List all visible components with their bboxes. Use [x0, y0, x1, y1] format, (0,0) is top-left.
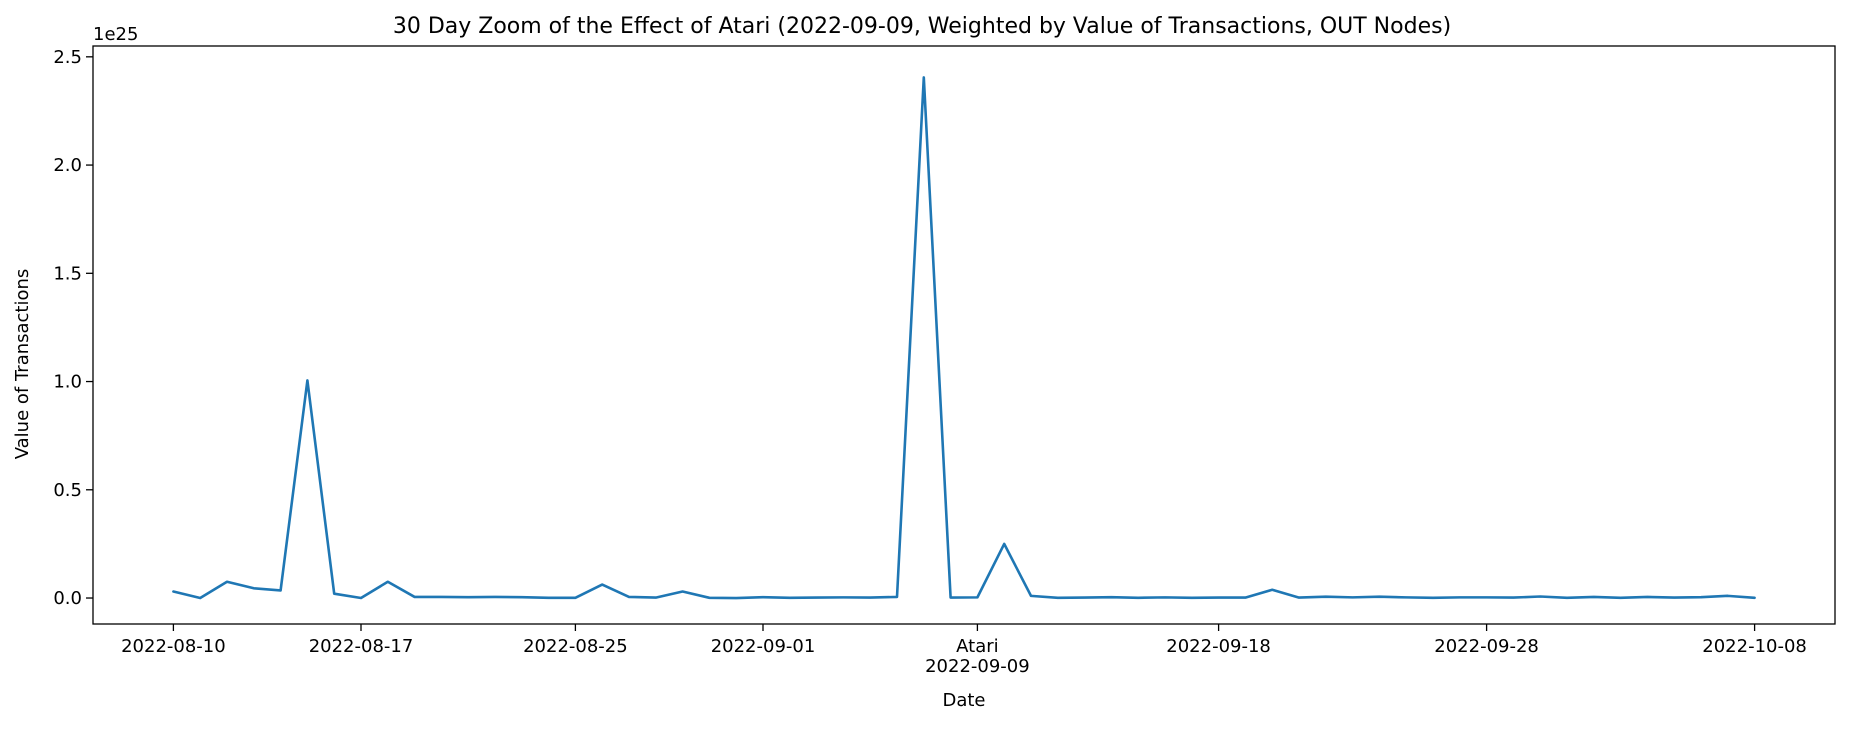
y-tick-label: 0.0 — [53, 588, 82, 609]
y-tick-label: 1.5 — [53, 263, 82, 284]
x-tick-label: 2022-08-25 — [523, 636, 628, 657]
y-axis-offset-label: 1e25 — [93, 24, 138, 45]
y-tick-label: 0.5 — [53, 480, 82, 501]
x-tick-label: 2022-09-01 — [711, 636, 816, 657]
series-line — [172, 76, 1756, 600]
x-tick-label: 2022-08-17 — [309, 636, 414, 657]
ticks-layer: 0.0 0.5 1.0 1.5 2.0 2.5 2022-08-10 2022-08-17 20… — [53, 47, 1807, 677]
y-tick-label: 2.5 — [53, 47, 82, 68]
y-tick-label: 2.0 — [53, 155, 82, 176]
x-tick-label: 2022-10-08 — [1702, 636, 1807, 657]
x-tick-label: 2022-09-18 — [1166, 636, 1271, 657]
x-annotation-label: Atari — [956, 636, 999, 657]
line-layer — [172, 76, 1756, 600]
y-axis-label: Value of Transactions — [12, 269, 33, 460]
y-tick-label: 1.0 — [53, 372, 82, 393]
plot-area-frame — [92, 45, 1836, 625]
chart-title: 30 Day Zoom of the Effect of Atari (2022… — [393, 14, 1451, 39]
x-axis-label: Date — [942, 690, 985, 711]
x-tick-label: 2022-09-09 — [925, 656, 1030, 677]
x-tick-label: 2022-09-28 — [1434, 636, 1539, 657]
x-tick-label: 2022-08-10 — [121, 636, 226, 657]
